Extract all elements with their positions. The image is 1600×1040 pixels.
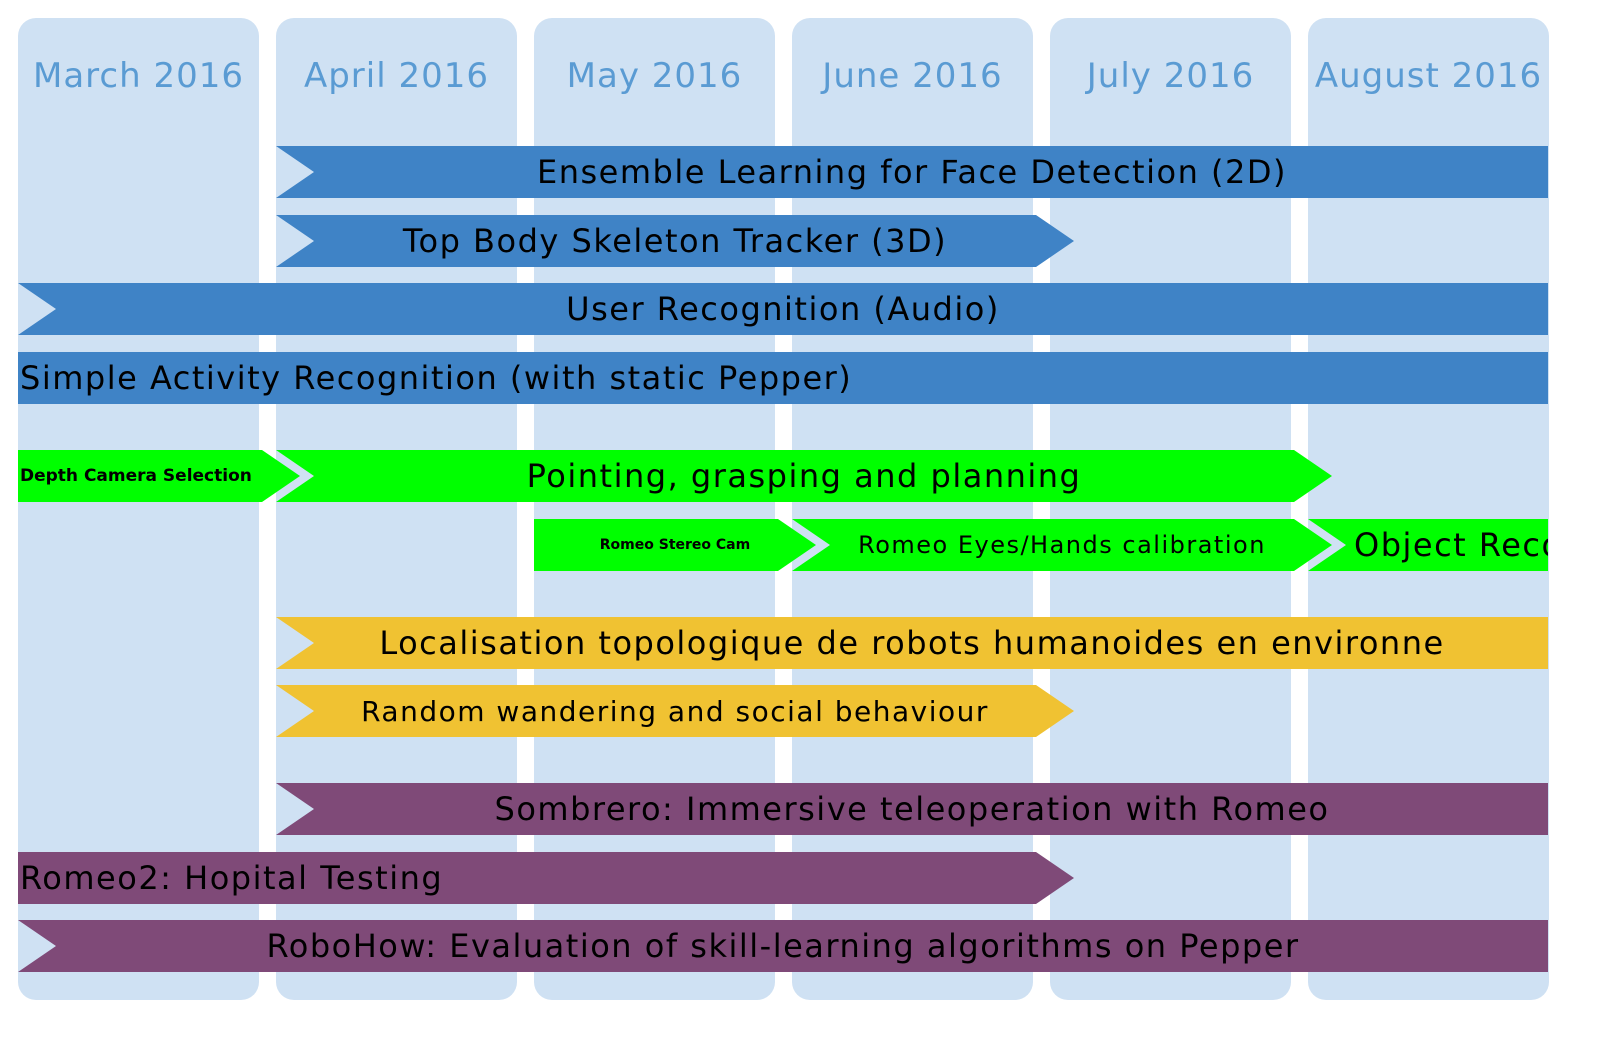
- task-bar: RoboHow: Evaluation of skill-learning al…: [18, 920, 1548, 972]
- task-bar: Sombrero: Immersive teleoperation with R…: [276, 783, 1548, 835]
- task-bar: Romeo Eyes/Hands calibration: [792, 519, 1332, 571]
- task-bar: Object Reco: [1308, 519, 1548, 571]
- task-bar: Simple Activity Recognition (with static…: [18, 352, 1548, 404]
- month-label: March 2016: [33, 56, 244, 96]
- task-label: Localisation topologique de robots human…: [379, 624, 1445, 662]
- task-label: Random wandering and social behaviour: [361, 694, 989, 728]
- task-bar: Ensemble Learning for Face Detection (2D…: [276, 146, 1548, 198]
- task-label: Sombrero: Immersive teleoperation with R…: [494, 790, 1330, 828]
- task-bar: Depth Camera Selection: [18, 450, 300, 502]
- task-label: Pointing, grasping and planning: [526, 457, 1082, 495]
- task-label: Object Reco: [1354, 526, 1548, 564]
- task-bar: Random wandering and social behaviour: [276, 685, 1074, 737]
- task-label: Top Body Skeleton Tracker (3D): [402, 222, 948, 260]
- task-label: Ensemble Learning for Face Detection (2D…: [537, 153, 1287, 191]
- task-bar: Top Body Skeleton Tracker (3D): [276, 215, 1074, 267]
- task-bar: Pointing, grasping and planning: [276, 450, 1332, 502]
- task-label: User Recognition (Audio): [566, 290, 1000, 328]
- month-label: April 2016: [303, 56, 490, 96]
- month-label: July 2016: [1086, 56, 1255, 96]
- task-label: Romeo2: Hopital Testing: [20, 859, 444, 897]
- task-bar: Romeo Stereo Cam: [534, 519, 816, 571]
- month-label: June 2016: [822, 56, 1003, 96]
- task-label: Simple Activity Recognition (with static…: [20, 359, 853, 397]
- task-bar: Localisation topologique de robots human…: [276, 617, 1548, 669]
- task-bar: User Recognition (Audio): [18, 283, 1548, 335]
- month-column: March 2016: [18, 18, 259, 1000]
- task-bar: Romeo2: Hopital Testing: [18, 852, 1074, 904]
- task-label: Depth Camera Selection: [20, 466, 252, 486]
- task-label: Romeo Stereo Cam: [599, 537, 751, 553]
- task-label: RoboHow: Evaluation of skill-learning al…: [266, 927, 1300, 965]
- task-label: Romeo Eyes/Hands calibration: [858, 531, 1266, 559]
- month-label: August 2016: [1314, 56, 1543, 96]
- month-label: May 2016: [566, 56, 743, 96]
